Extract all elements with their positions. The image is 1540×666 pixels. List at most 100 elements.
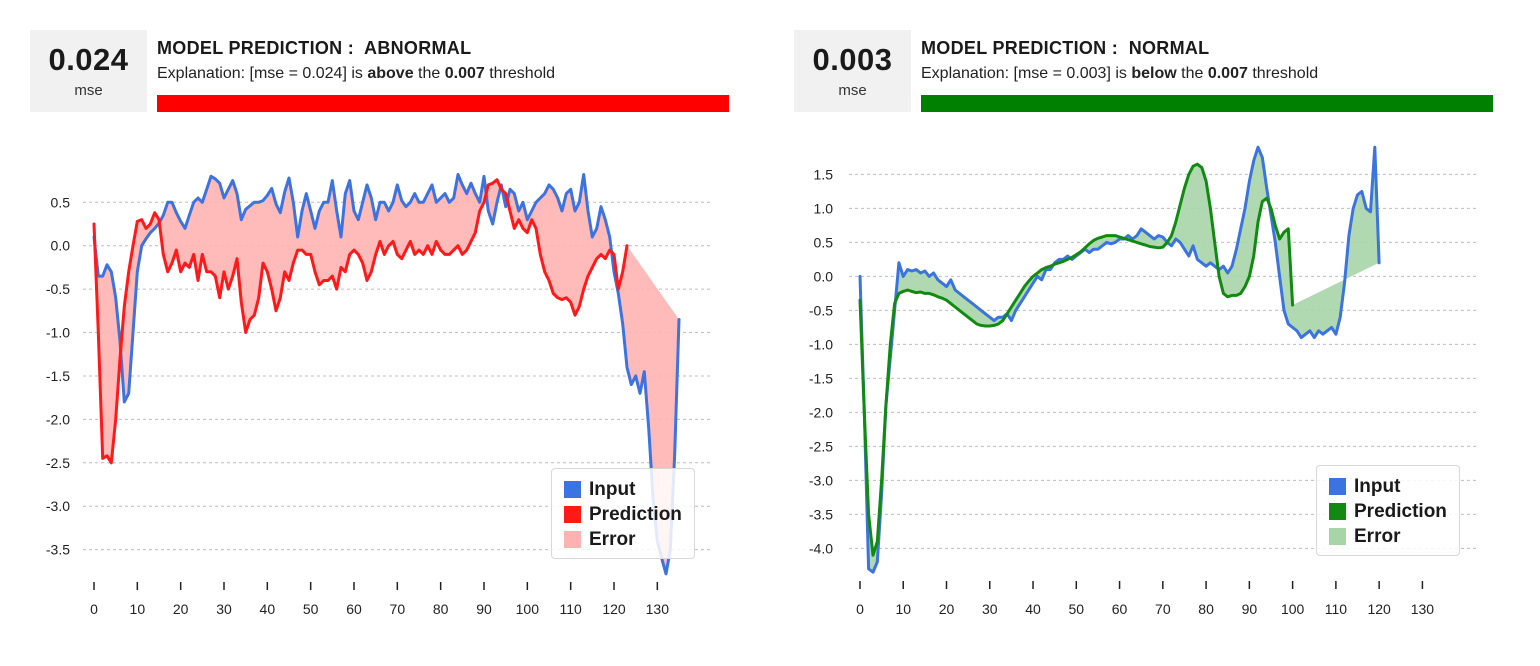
explanation-post: threshold <box>1247 65 1319 82</box>
x-tick-label: 100 <box>1281 601 1305 617</box>
explanation-mid: the <box>1176 65 1208 82</box>
x-tick-label: 50 <box>303 601 319 617</box>
y-tick-label: -4.0 <box>809 540 833 556</box>
x-tick-label: 70 <box>1155 601 1171 617</box>
x-tick-label: 100 <box>516 601 540 617</box>
x-tick-label: 10 <box>895 601 911 617</box>
explanation-text: Explanation: [mse = 0.024] is above the … <box>157 65 555 83</box>
y-tick-label: 0.0 <box>814 268 834 284</box>
prediction-prefix: MODEL PREDICTION : <box>921 38 1119 58</box>
y-tick-label: -2.5 <box>46 455 70 471</box>
prediction-prefix: MODEL PREDICTION : <box>157 38 355 58</box>
chart-panel-abnormal: 0.024 mse MODEL PREDICTION : ABNORMAL Ex… <box>0 0 760 666</box>
x-tick-label: 20 <box>173 601 189 617</box>
x-tick-label: 110 <box>560 601 583 617</box>
x-tick-label: 70 <box>390 601 406 617</box>
explanation-pre: Explanation: [mse = 0.024] is <box>157 65 368 82</box>
y-tick-label: -3.0 <box>46 498 70 514</box>
y-tick-label: -3.5 <box>809 506 833 522</box>
x-tick-label: 20 <box>939 601 955 617</box>
legend-item-error: Error <box>564 527 682 552</box>
legend-swatch-error <box>1329 528 1346 545</box>
y-tick-label: 0.5 <box>814 234 834 250</box>
mse-score-box: 0.003 mse <box>794 30 911 112</box>
legend-swatch-prediction <box>564 506 581 523</box>
y-tick-label: 0.5 <box>51 194 71 210</box>
x-tick-label: 120 <box>602 601 626 617</box>
mse-score-box: 0.024 mse <box>30 30 147 112</box>
prediction-series-line <box>92 178 629 465</box>
y-tick-label: -1.5 <box>46 368 70 384</box>
x-tick-label: 80 <box>433 601 449 617</box>
legend-label-prediction: Prediction <box>1354 500 1447 522</box>
x-tick-label: 90 <box>476 601 492 617</box>
legend-swatch-input <box>1329 478 1346 495</box>
mse-label: mse <box>838 82 867 99</box>
x-tick-label: 90 <box>1242 601 1258 617</box>
explanation-mid: the <box>413 65 445 82</box>
x-tick-label: 60 <box>346 601 362 617</box>
x-tick-label: 40 <box>1025 601 1041 617</box>
explanation-threshold: 0.007 <box>444 65 485 82</box>
legend-item-prediction: Prediction <box>1329 499 1447 524</box>
legend-item-prediction: Prediction <box>564 502 682 527</box>
chart-legend: Input Prediction Error <box>1316 465 1460 556</box>
x-tick-label: 50 <box>1069 601 1085 617</box>
mse-value: 0.003 <box>812 42 893 77</box>
y-tick-label: -1.0 <box>46 325 70 341</box>
prediction-series-line <box>858 162 1295 557</box>
chart-panel-normal: 0.003 mse MODEL PREDICTION : NORMAL Expl… <box>770 0 1530 666</box>
model-prediction-title: MODEL PREDICTION : NORMAL <box>921 38 1209 59</box>
legend-label-input: Input <box>589 478 636 500</box>
explanation-direction: below <box>1131 65 1177 82</box>
line-chart: 0.5 0.0 -0.5 -1.0 -1.5 -2.0 -2.5 -3.0 -3.5 0 10 20 3… <box>46 173 710 617</box>
y-tick-label: -1.0 <box>809 336 833 352</box>
input-series-line <box>92 173 681 576</box>
explanation-threshold: 0.007 <box>1207 65 1248 82</box>
legend-label-error: Error <box>589 528 636 550</box>
line-chart: 1.5 1.0 0.5 0.0 -0.5 -1.0 -1.5 -2.0 -2.5 -3.0 -3.5… <box>809 145 1476 617</box>
explanation-direction: above <box>367 65 414 82</box>
y-tick-label: -0.5 <box>46 281 70 297</box>
legend-item-error: Error <box>1329 524 1447 549</box>
x-tick-label: 0 <box>90 601 98 617</box>
legend-item-input: Input <box>1329 474 1447 499</box>
x-tick-label: 80 <box>1198 601 1214 617</box>
legend-swatch-prediction <box>1329 503 1346 520</box>
y-tick-label: 1.5 <box>814 166 834 182</box>
legend-label-input: Input <box>1354 475 1401 497</box>
y-tick-label: -0.5 <box>809 302 833 318</box>
x-tick-label: 10 <box>130 601 146 617</box>
explanation-text: Explanation: [mse = 0.003] is below the … <box>921 65 1318 83</box>
legend-item-input: Input <box>564 477 682 502</box>
legend-swatch-error <box>564 531 581 548</box>
legend-label-error: Error <box>1354 525 1401 547</box>
status-bar <box>157 95 729 112</box>
explanation-pre: Explanation: [mse = 0.003] is <box>921 65 1132 82</box>
prediction-label: ABNORMAL <box>364 38 472 58</box>
x-tick-label: 130 <box>646 601 670 617</box>
error-area <box>860 147 1380 573</box>
legend-label-prediction: Prediction <box>589 503 682 525</box>
y-tick-label: -1.5 <box>809 370 833 386</box>
mse-value: 0.024 <box>48 42 129 77</box>
x-tick-label: 0 <box>856 601 864 617</box>
error-area <box>94 174 679 574</box>
input-series-line <box>858 145 1381 574</box>
y-tick-label: -3.0 <box>809 472 833 488</box>
x-tick-label: 120 <box>1367 601 1391 617</box>
x-tick-label: 130 <box>1411 601 1435 617</box>
y-tick-label: 0.0 <box>51 238 71 254</box>
y-tick-label: 1.0 <box>814 200 834 216</box>
y-tick-label: -2.5 <box>809 438 833 454</box>
explanation-post: threshold <box>484 65 556 82</box>
mse-label: mse <box>74 82 103 99</box>
y-tick-label: -2.0 <box>809 404 833 420</box>
x-tick-label: 30 <box>982 601 998 617</box>
prediction-label: NORMAL <box>1128 38 1210 58</box>
y-tick-label: -2.0 <box>46 411 70 427</box>
y-tick-label: -3.5 <box>46 542 70 558</box>
status-bar <box>921 95 1493 112</box>
x-tick-label: 40 <box>260 601 276 617</box>
chart-legend: Input Prediction Error <box>551 468 695 559</box>
